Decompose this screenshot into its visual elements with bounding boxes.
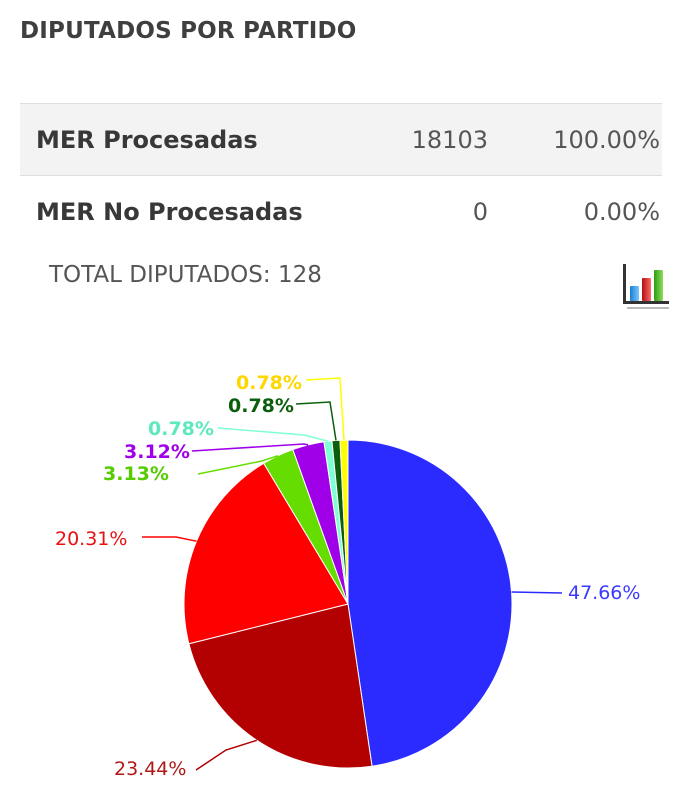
pie-slice-0[interactable] [347,439,513,767]
pie-slice-7[interactable] [339,439,349,605]
pie-leader-line-0 [511,591,563,594]
pie-chart: 47.66%23.44%20.31%3.13%3.12%0.78%0.78%0.… [55,372,640,780]
stats-label-processed: MER Procesadas [20,103,368,176]
pie-leader-line-6 [295,401,337,441]
pie-leader-line-3 [197,454,279,475]
stats-percent-processed: 100.00% [488,103,662,176]
pie-slice-2[interactable] [183,462,349,645]
stats-table: MER Procesadas 18103 100.00% MER No Proc… [20,103,662,248]
stats-label-unprocessed: MER No Procesadas [20,175,368,248]
pie-label-3: 3.13% [103,463,169,485]
pie-label-7: 0.78% [236,372,302,394]
pie-label-0: 47.66% [568,582,640,604]
stats-count-processed: 18103 [368,103,488,176]
stats-row-unprocessed: MER No Procesadas 0 0.00% [20,175,662,248]
pie-leader-line-1 [195,739,258,771]
total-deputies: TOTAL DIPUTADOS: 128 [49,262,322,288]
pie-label-4: 3.12% [124,441,190,463]
stats-percent-unprocessed: 0.00% [488,175,662,248]
pie-leader-line-7 [305,377,345,441]
pie-leader-line-2 [142,536,197,542]
page-title: DIPUTADOS POR PARTIDO [20,18,357,44]
pie-leader-line-5 [217,427,329,442]
stats-row-processed: MER Procesadas 18103 100.00% [20,103,662,176]
pie-label-6: 0.78% [228,395,294,417]
bar-chart-icon[interactable] [621,260,671,312]
pie-leader-line-4 [191,443,309,452]
pie-label-2: 20.31% [55,528,127,550]
pie-slice-1[interactable] [188,603,373,769]
pie-label-1: 23.44% [114,758,186,780]
stats-count-unprocessed: 0 [368,175,488,248]
pie-label-5: 0.78% [148,418,214,440]
